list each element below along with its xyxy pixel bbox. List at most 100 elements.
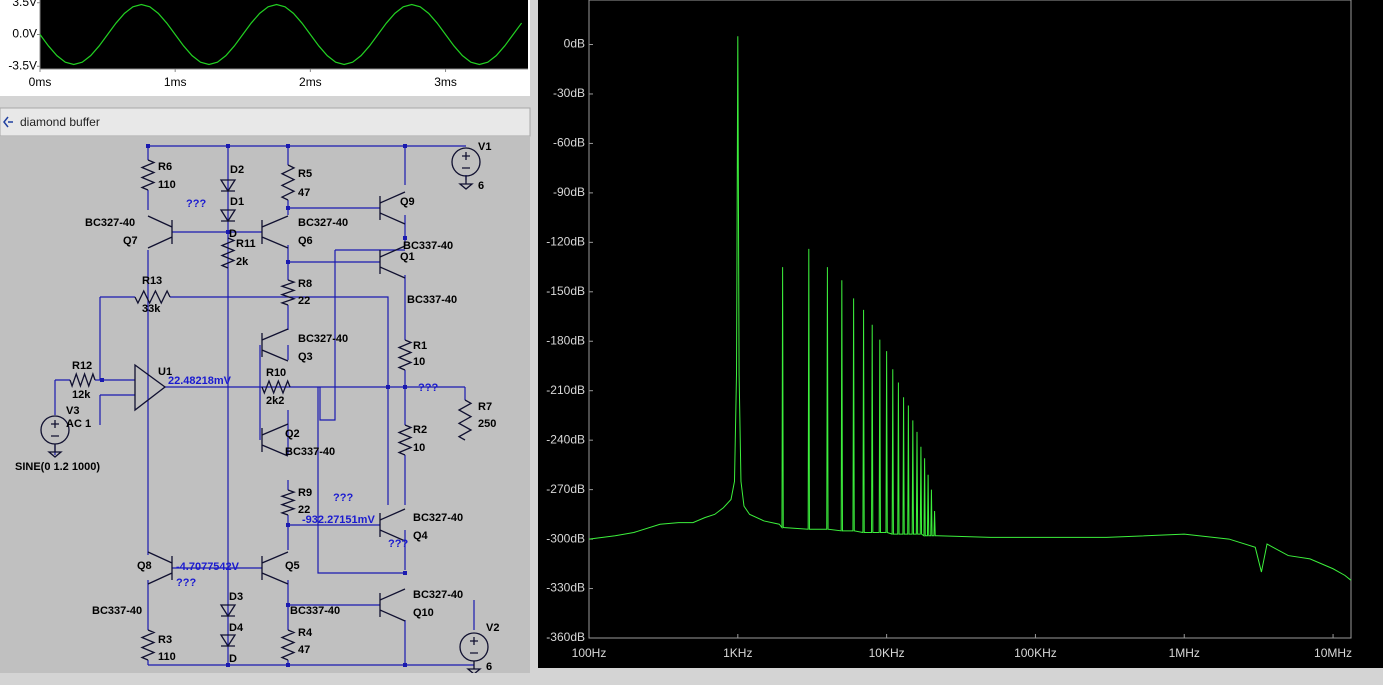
component-label: V2	[486, 622, 499, 634]
y-tick-label: -120dB	[546, 235, 585, 249]
diode	[219, 634, 237, 648]
component-label: -932.27151mV	[302, 514, 375, 526]
resistor	[397, 424, 413, 456]
resistor	[69, 372, 96, 388]
y-tick-label: -60dB	[553, 136, 585, 150]
component-label: Q9	[400, 196, 415, 208]
component-label: BC327-40	[298, 333, 348, 345]
component-label: BC327-40	[413, 512, 463, 524]
component-label: R2	[413, 424, 427, 436]
component-label: R13	[142, 275, 162, 287]
resistor	[140, 159, 156, 191]
junction	[226, 144, 230, 148]
component-label: Q3	[298, 351, 313, 363]
y-tick-label: 0.0V	[12, 27, 37, 41]
component-label: D2	[230, 164, 244, 176]
component-label: D	[229, 653, 237, 665]
transistor	[379, 588, 406, 622]
y-tick-label: -360dB	[546, 630, 585, 644]
resistor	[280, 164, 296, 201]
component-label: U1	[158, 366, 172, 378]
transistor	[261, 423, 289, 457]
junction	[386, 385, 390, 389]
component-label: 47	[298, 644, 310, 656]
component-label: D3	[229, 591, 243, 603]
x-tick-label: 2ms	[299, 75, 322, 89]
resistor	[280, 489, 296, 516]
components	[40, 144, 489, 675]
component-label: R7	[478, 401, 492, 413]
waveform-line	[39, 3, 523, 66]
status-bar	[0, 673, 1383, 685]
opamp	[134, 363, 167, 412]
y-tick-label: -210dB	[546, 383, 585, 397]
diode	[219, 604, 237, 618]
x-tick-label: 3ms	[434, 75, 457, 89]
component-label: R12	[72, 360, 92, 372]
component-label: R5	[298, 168, 312, 180]
resistor	[220, 237, 236, 269]
component-label: Q8	[137, 560, 152, 572]
component-label: Q10	[413, 607, 434, 619]
component-label: R10	[266, 367, 286, 379]
junction	[286, 144, 290, 148]
component-label: 33k	[142, 303, 161, 315]
resistor	[134, 289, 171, 305]
component-label: SINE(0 1.2 1000)	[15, 461, 100, 473]
transistor	[379, 245, 406, 279]
component-label: AC 1	[66, 418, 91, 430]
component-label: Q1	[400, 251, 415, 263]
y-tick-label: -300dB	[546, 531, 585, 545]
component-label: Q6	[298, 235, 313, 247]
junction	[226, 230, 230, 234]
spectrum-plot	[588, 0, 1352, 639]
component-label: BC337-40	[407, 294, 457, 306]
y-tick-label: 3.5V	[12, 0, 37, 9]
component-label: -4.7077542V	[176, 561, 240, 573]
transistor	[261, 328, 289, 362]
component-label: D1	[230, 196, 244, 208]
component-label: 2k	[236, 256, 249, 268]
component-label: BC337-40	[92, 605, 142, 617]
transistor	[379, 191, 406, 225]
component-label: D4	[229, 622, 244, 634]
junction	[286, 523, 290, 527]
component-label: 250	[478, 418, 496, 430]
resistor	[140, 629, 156, 661]
component-label: D	[229, 228, 237, 240]
resistor	[280, 279, 296, 306]
component-label: R11	[236, 238, 256, 250]
component-label: 110	[158, 651, 176, 663]
transistor	[261, 551, 289, 585]
component-label: ???	[388, 538, 408, 550]
resistor	[397, 339, 413, 371]
junction	[403, 236, 407, 240]
divider	[0, 96, 530, 106]
spectrum-pane	[538, 0, 1383, 668]
component-label: BC327-40	[413, 589, 463, 601]
component-label: 110	[158, 179, 176, 191]
x-tick-label: 100KHz	[1014, 646, 1057, 660]
resistor	[457, 399, 473, 441]
component-label: 22	[298, 504, 310, 516]
component-label: V3	[66, 405, 79, 417]
junction	[403, 571, 407, 575]
component-label: BC327-40	[298, 217, 348, 229]
y-tick-label: -150dB	[546, 284, 585, 298]
y-tick-label: -330dB	[546, 581, 585, 595]
component-label: 6	[486, 661, 492, 673]
junction	[100, 378, 104, 382]
junction	[286, 260, 290, 264]
junction	[226, 663, 230, 667]
junction	[403, 663, 407, 667]
component-label: Q4	[413, 530, 429, 542]
component-label: R6	[158, 161, 172, 173]
x-tick-label: 100Hz	[572, 646, 607, 660]
transistor	[147, 215, 173, 249]
y-tick-label: -180dB	[546, 333, 585, 347]
component-label: 2k2	[266, 395, 284, 407]
x-tick-label: 1ms	[164, 75, 187, 89]
schematic-title-bar	[0, 107, 531, 137]
source	[458, 152, 474, 190]
